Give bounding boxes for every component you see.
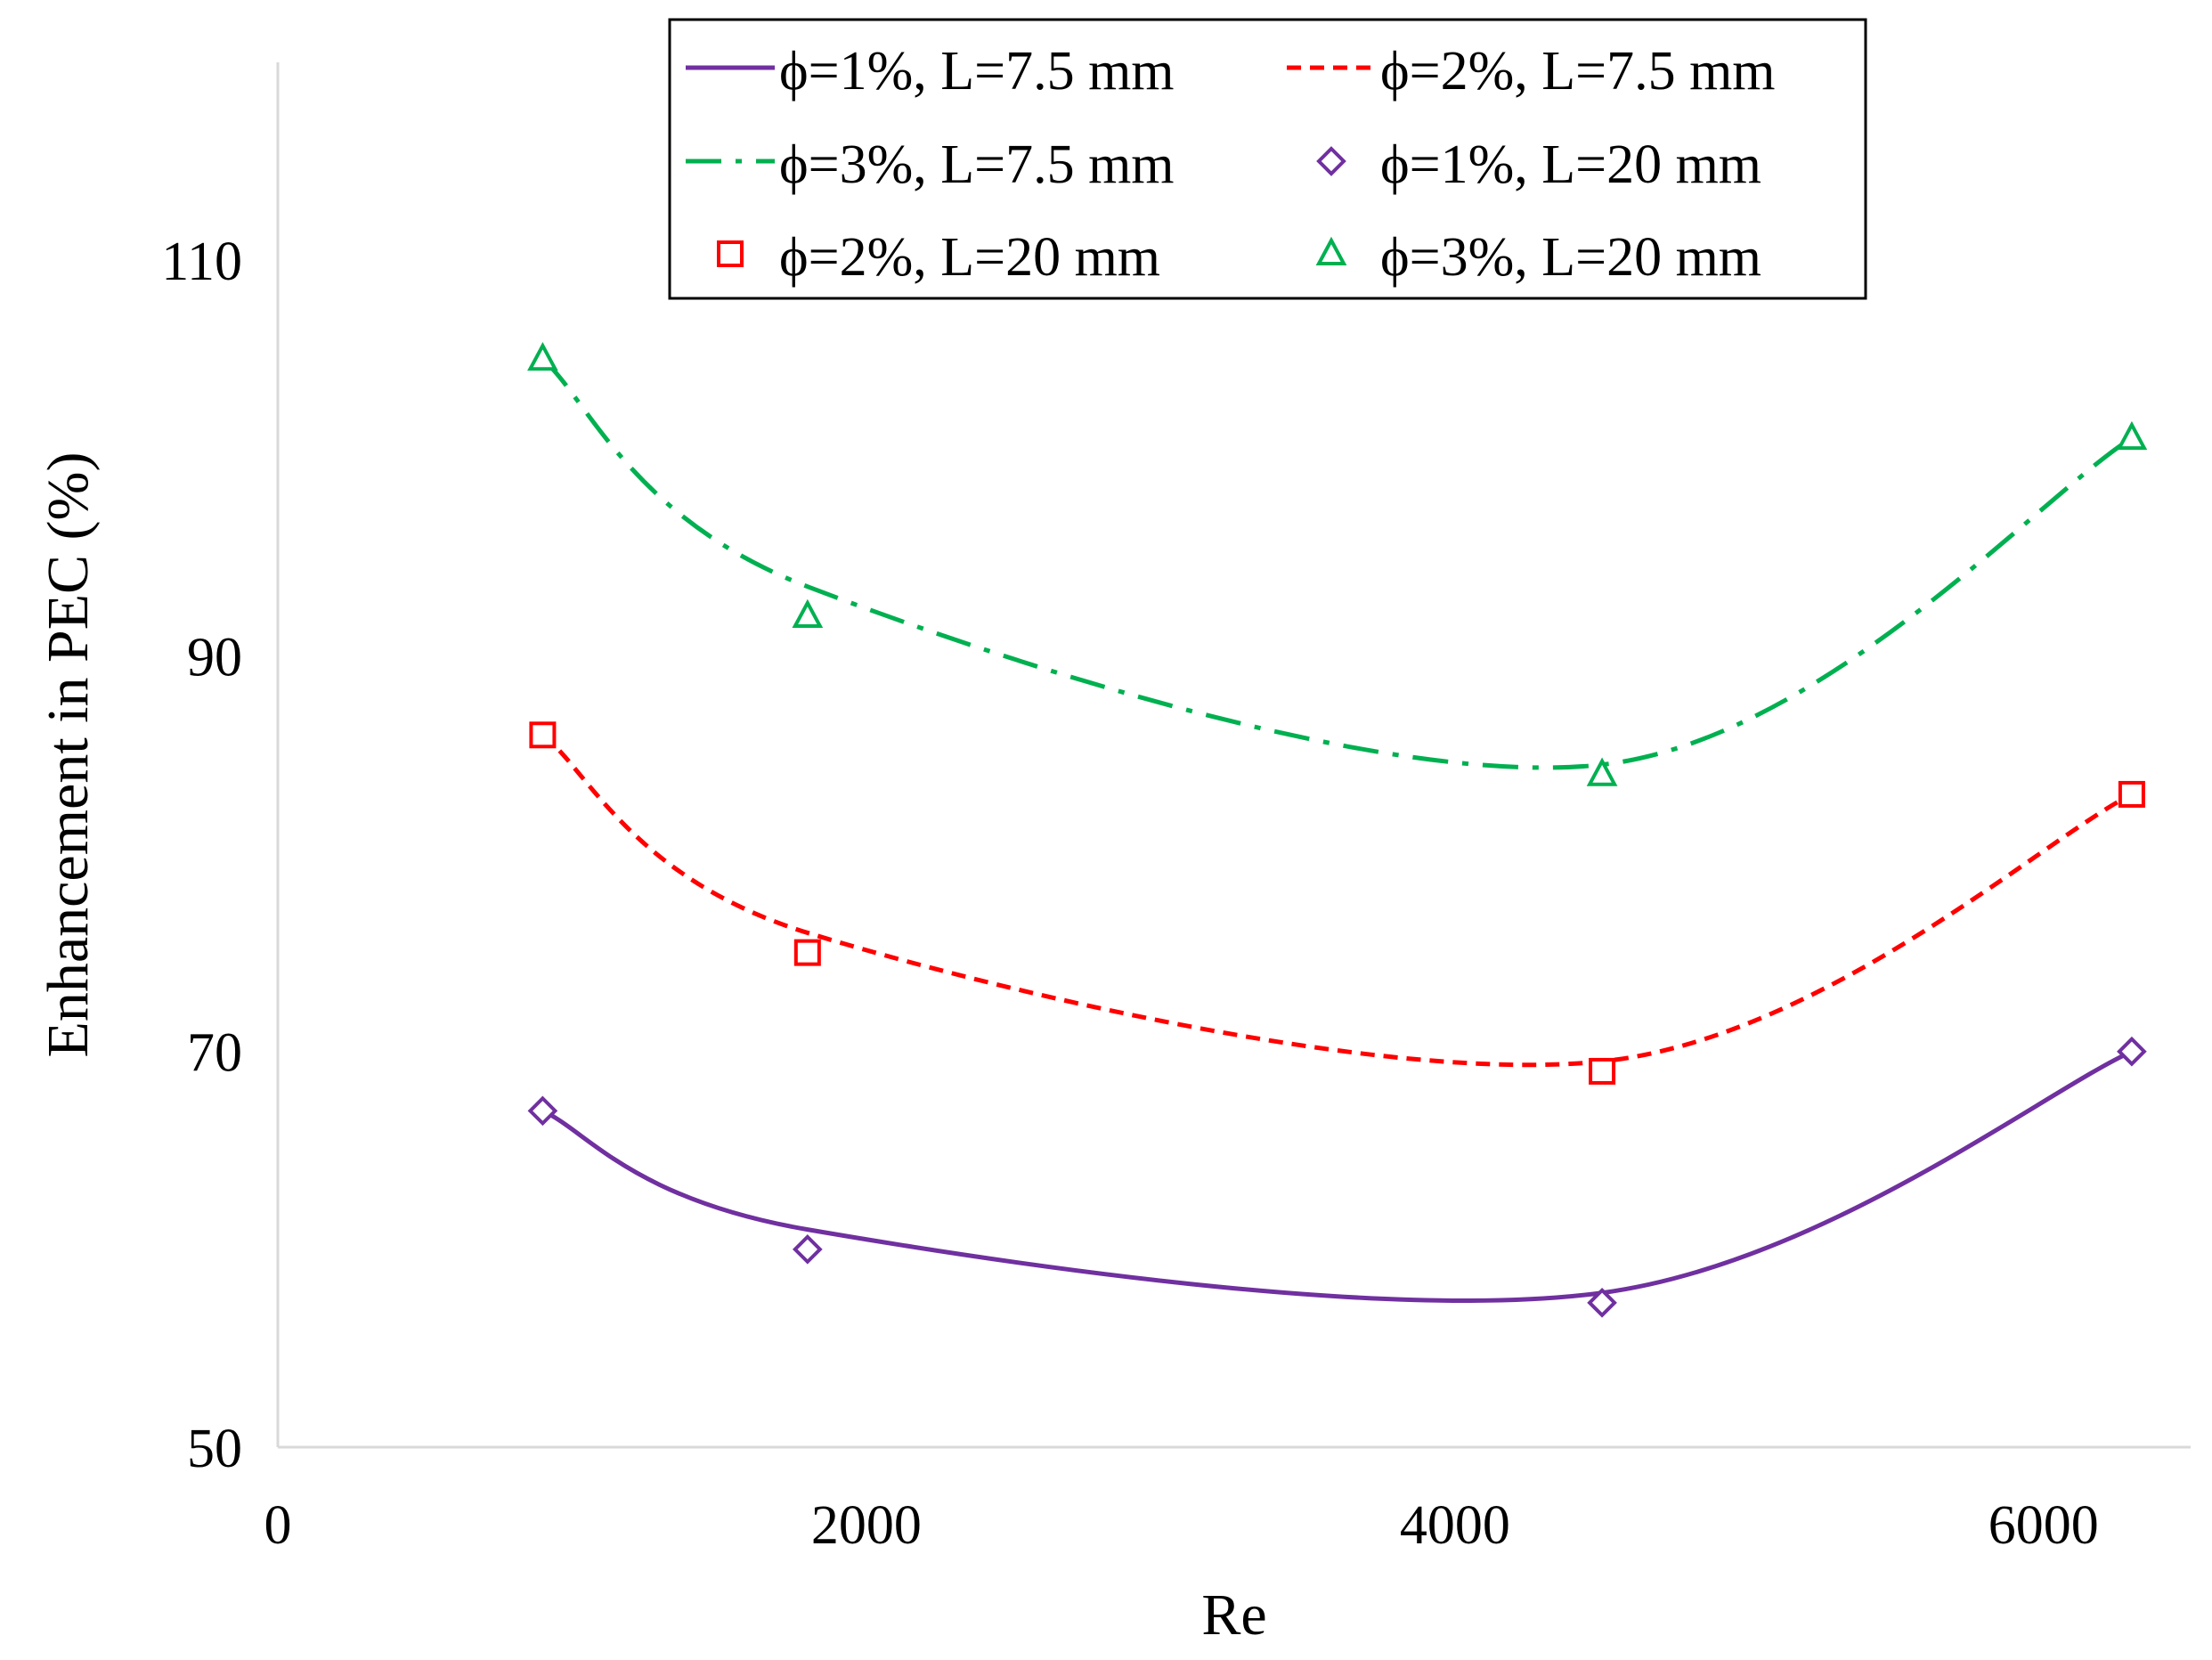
- legend-label: ϕ=3%, L=20 mm: [1380, 227, 1761, 288]
- series-phi-1pct-l-7-5-mm: [541, 1049, 2133, 1303]
- data-point-marker: [1587, 1288, 1617, 1318]
- series-line: [541, 357, 2134, 770]
- legend-label: ϕ=1%, L=7.5 mm: [779, 41, 1175, 102]
- data-point-marker: [793, 939, 821, 966]
- legend: ϕ=1%, L=7.5 mm ϕ=2%, L=7.5 mm ϕ=3%, L=7.5 …: [668, 18, 1867, 300]
- data-point-marker: [792, 598, 824, 628]
- data-point-marker: [1586, 757, 1618, 786]
- data-point-marker: [527, 1095, 558, 1127]
- x-tick-label: 4000: [1400, 1495, 1510, 1556]
- axes: [276, 62, 2191, 1449]
- series-line: [541, 733, 2134, 1068]
- x-tick-label: 2000: [811, 1495, 922, 1556]
- legend-label: ϕ=2%, L=7.5 mm: [1380, 41, 1776, 102]
- y-tick-labels: 50 70 90 110: [161, 232, 242, 1479]
- series-phi-2pct-l-20-mm: [529, 721, 2145, 1085]
- data-point-marker: [1589, 1057, 1616, 1085]
- plot-area: [527, 341, 2148, 1318]
- x-tick-labels: 0 2000 4000 6000: [264, 1495, 2099, 1556]
- legend-swatch: [1315, 236, 1347, 265]
- legend-box: [668, 18, 1867, 300]
- data-point-marker: [529, 721, 557, 749]
- data-point-marker: [2116, 420, 2148, 451]
- series-phi-2pct-l-7-5-mm: [541, 733, 2134, 1068]
- x-axis-label: Re: [1201, 1583, 1266, 1648]
- legend-label: ϕ=1%, L=20 mm: [1380, 134, 1761, 195]
- series-phi-1pct-l-20-mm: [527, 1036, 2147, 1318]
- y-tick-label: 50: [187, 1419, 242, 1479]
- y-axis-label: Enhancement in PEC (%): [36, 452, 101, 1058]
- y-tick-label: 90: [187, 627, 242, 688]
- legend-label: ϕ=2%, L=20 mm: [779, 227, 1160, 288]
- legend-swatch: [1316, 146, 1346, 176]
- data-point-marker: [793, 1234, 823, 1265]
- legend-label: ϕ=3%, L=7.5 mm: [779, 134, 1175, 195]
- series-line: [541, 1049, 2133, 1303]
- series-phi-3pct-l-20-mm: [527, 341, 2148, 786]
- data-point-marker: [527, 341, 558, 371]
- data-point-marker: [2117, 1036, 2147, 1067]
- legend-swatch: [717, 240, 744, 267]
- y-tick-label: 70: [187, 1023, 242, 1084]
- x-tick-label: 6000: [1988, 1495, 2099, 1556]
- x-tick-label: 0: [264, 1495, 292, 1556]
- y-tick-label: 110: [161, 232, 242, 292]
- data-point-marker: [2118, 780, 2145, 808]
- series-phi-3pct-l-7-5-mm: [541, 357, 2134, 770]
